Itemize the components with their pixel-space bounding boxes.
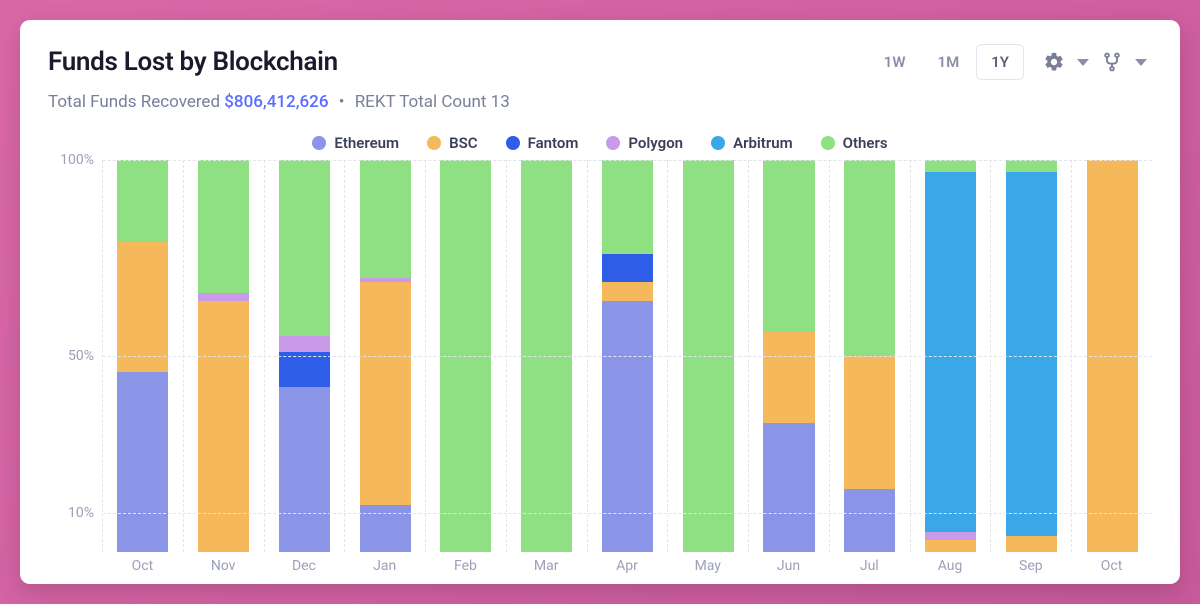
bar-segment-others — [1006, 160, 1057, 172]
y-tick: 50% — [68, 348, 94, 364]
bar-segment-fantom — [279, 352, 330, 387]
bar-segment-others — [602, 160, 653, 254]
x-tick: Aug — [910, 558, 991, 574]
legend-item-ethereum[interactable]: Ethereum — [312, 134, 399, 152]
chart-card: Funds Lost by Blockchain 1W1M1Y Total Fu… — [20, 20, 1180, 584]
bar-segment-ethereum — [117, 372, 168, 552]
legend-label: Fantom — [528, 134, 579, 152]
x-tick: May — [667, 558, 748, 574]
bar-segment-arbitrum — [1006, 172, 1057, 537]
bar-segment-others — [925, 160, 976, 172]
period-1y[interactable]: 1Y — [976, 44, 1024, 80]
y-tick: 100% — [60, 152, 94, 168]
bar-segment-bsc — [844, 356, 895, 489]
recovered-label: Total Funds Recovered — [48, 92, 220, 112]
x-tick: Nov — [183, 558, 264, 574]
bar-segment-bsc — [1006, 536, 1057, 552]
subheader: Total Funds Recovered $806,412,626 • REK… — [48, 92, 1152, 112]
grid-line — [103, 160, 1152, 161]
bar-segment-others — [198, 160, 249, 293]
y-axis: 100%50%10% — [48, 160, 102, 552]
x-tick: Mar — [506, 558, 587, 574]
chart-title: Funds Lost by Blockchain — [48, 47, 338, 77]
x-tick: Oct — [102, 558, 183, 574]
bar-segment-bsc — [198, 301, 249, 552]
bar-segment-bsc — [763, 332, 814, 422]
time-period-group: 1W1M1Y — [869, 44, 1024, 80]
count-label: REKT Total Count — [355, 92, 487, 112]
legend-swatch — [711, 136, 725, 150]
x-tick: Oct — [1071, 558, 1152, 574]
x-tick: Dec — [264, 558, 345, 574]
bar-segment-ethereum — [844, 489, 895, 552]
settings-dropdown-caret[interactable] — [1072, 48, 1094, 76]
legend-label: Polygon — [628, 134, 683, 152]
fork-dropdown-caret[interactable] — [1130, 48, 1152, 76]
x-tick: Apr — [587, 558, 668, 574]
legend-item-arbitrum[interactable]: Arbitrum — [711, 134, 793, 152]
legend-label: BSC — [449, 134, 477, 152]
chart-legend: Ethereum BSC Fantom Polygon Arbitrum Others — [48, 134, 1152, 152]
card-header: Funds Lost by Blockchain 1W1M1Y — [48, 44, 1152, 80]
y-tick: 10% — [68, 505, 94, 521]
bar-segment-bsc — [360, 282, 411, 505]
bar-segment-others — [279, 160, 330, 336]
legend-swatch — [427, 136, 441, 150]
bar-segment-polygon — [925, 532, 976, 540]
bar-segment-ethereum — [602, 301, 653, 552]
bar-segment-arbitrum — [925, 172, 976, 533]
bar-segment-ethereum — [279, 387, 330, 552]
bar-segment-polygon — [198, 293, 249, 301]
x-axis: OctNovDecJanFebMarAprMayJunJulAugSepOct — [102, 558, 1152, 574]
legend-label: Arbitrum — [733, 134, 793, 152]
bar-segment-others — [844, 160, 895, 356]
header-controls: 1W1M1Y — [869, 44, 1152, 80]
bar-segment-bsc — [117, 242, 168, 371]
bar-segment-fantom — [602, 254, 653, 281]
legend-item-polygon[interactable]: Polygon — [606, 134, 683, 152]
plot-area — [102, 160, 1152, 552]
bar-segment-ethereum — [763, 423, 814, 552]
bar-segment-others — [360, 160, 411, 278]
recovered-amount: $806,412,626 — [224, 92, 328, 112]
fork-icon[interactable] — [1098, 48, 1126, 76]
bar-segment-others — [117, 160, 168, 242]
legend-item-others[interactable]: Others — [821, 134, 888, 152]
legend-swatch — [821, 136, 835, 150]
period-1m[interactable]: 1M — [923, 44, 975, 80]
bar-segment-bsc — [602, 282, 653, 302]
legend-swatch — [606, 136, 620, 150]
gear-icon[interactable] — [1040, 48, 1068, 76]
x-tick: Jul — [829, 558, 910, 574]
legend-swatch — [312, 136, 326, 150]
period-1w[interactable]: 1W — [869, 44, 921, 80]
legend-item-fantom[interactable]: Fantom — [506, 134, 579, 152]
x-tick: Jan — [344, 558, 425, 574]
legend-label: Others — [843, 134, 888, 152]
separator-dot: • — [339, 92, 345, 112]
bar-segment-polygon — [279, 336, 330, 352]
bar-segment-bsc — [925, 540, 976, 552]
grid-line — [103, 356, 1152, 357]
x-tick: Sep — [990, 558, 1071, 574]
grid-line — [103, 513, 1152, 514]
chart-area: 100%50%10% — [48, 160, 1152, 552]
bar-segment-others — [763, 160, 814, 332]
x-tick: Jun — [748, 558, 829, 574]
legend-label: Ethereum — [334, 134, 399, 152]
legend-swatch — [506, 136, 520, 150]
legend-item-bsc[interactable]: BSC — [427, 134, 477, 152]
count-value: 13 — [491, 92, 510, 112]
x-tick: Feb — [425, 558, 506, 574]
